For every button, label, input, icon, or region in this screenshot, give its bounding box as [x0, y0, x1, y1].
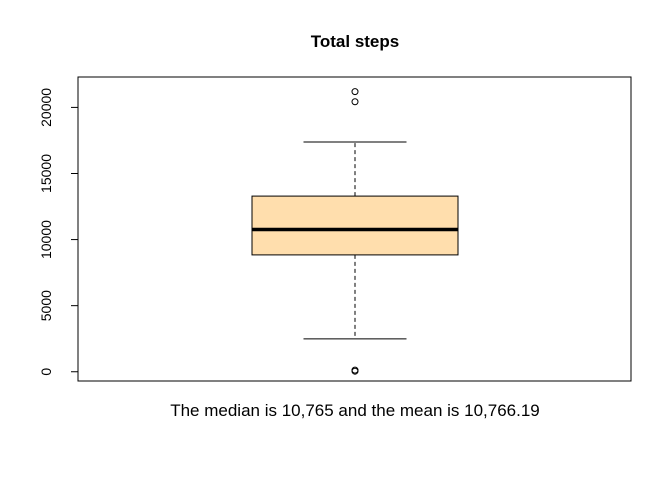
y-tick-label: 10000: [38, 220, 54, 259]
x-axis-label: The median is 10,765 and the mean is 10,…: [170, 401, 540, 420]
plot-area: [251, 88, 459, 375]
chart-title: Total steps: [311, 32, 399, 51]
iqr-box: [251, 195, 459, 256]
outlier-point: [351, 366, 359, 374]
outlier-point: [351, 88, 359, 96]
y-tick-label: 5000: [38, 290, 54, 321]
outlier-point: [351, 98, 359, 106]
y-tick-label: 0: [38, 368, 54, 376]
y-tick-label: 15000: [38, 154, 54, 193]
y-axis: 0 5000 10000 15000 20000: [38, 88, 79, 376]
y-tick-label: 20000: [38, 88, 54, 127]
